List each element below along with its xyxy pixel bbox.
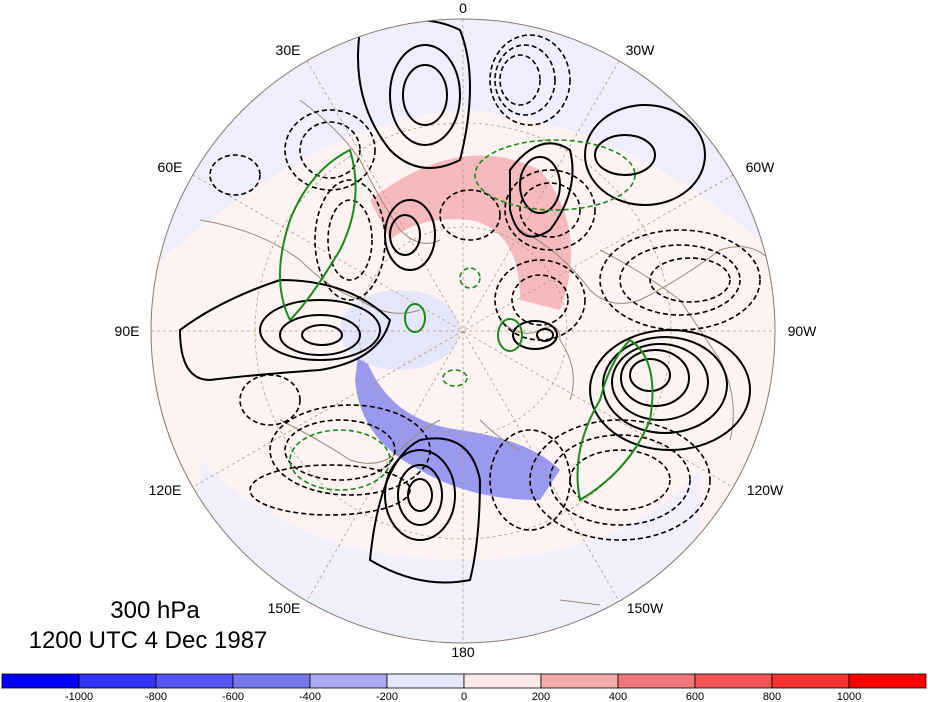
colorbar-box-5	[386, 673, 465, 689]
colorbar-tick-label: 600	[686, 691, 704, 702]
colorbar-tick-label: -200	[376, 691, 398, 702]
colorbar-tick-label: -400	[299, 691, 321, 702]
colorbar-box-4	[309, 673, 388, 689]
colorbar-box-1	[78, 673, 157, 689]
colorbar-box-2	[155, 673, 234, 689]
lon-label-90e: 90E	[115, 323, 140, 339]
colorbar-box-8	[617, 673, 696, 689]
colorbar-tick-label: -800	[145, 691, 167, 702]
map-boundary	[150, 18, 776, 644]
lon-label-120w: 120W	[747, 482, 784, 498]
colorbar-box-6	[463, 673, 542, 689]
colorbar-box-10	[771, 673, 850, 689]
negative-contours	[209, 34, 761, 541]
negative-anomaly-band	[355, 340, 560, 500]
colorbar-box-3	[232, 673, 311, 689]
lon-label-90w: 90W	[788, 323, 818, 339]
colorbar-box-11	[848, 673, 927, 689]
lon-label-120e: 120E	[149, 482, 182, 498]
title-level: 300 hPa	[110, 597, 200, 624]
colorbar-box-0	[1, 673, 80, 689]
colorbar-tick-label: 800	[763, 691, 781, 702]
lon-label-150w: 150W	[627, 600, 664, 616]
lon-label-60e: 60E	[158, 159, 183, 175]
colorbar-tick-label: -1000	[65, 691, 93, 702]
shaded-field	[151, 19, 775, 643]
lon-label-150e: 150E	[268, 600, 301, 616]
colorbar-tick-label: 200	[532, 691, 550, 702]
colorbar-tick-label: 1000	[837, 691, 861, 702]
lon-label-30e: 30E	[276, 42, 301, 58]
title-datetime: 1200 UTC 4 Dec 1987	[29, 627, 268, 654]
lon-label-0: 0	[459, 0, 467, 16]
positive-contours	[178, 19, 751, 584]
colorbar-box-7	[540, 673, 619, 689]
colorbar-tick-label: 0	[461, 691, 467, 702]
colorbar-box-9	[694, 673, 773, 689]
colorbar: -1000 -800 -600 -400 -200 0 200 400 600 800 1000	[1, 673, 927, 702]
green-contours	[279, 148, 654, 502]
green-dashed-contours	[289, 139, 636, 491]
lon-label-60w: 60W	[746, 159, 776, 175]
colorbar-tick-label: -600	[222, 691, 244, 702]
lon-label-180: 180	[451, 644, 475, 660]
lon-label-30w: 30W	[626, 42, 656, 58]
colorbar-tick-label: 400	[609, 691, 627, 702]
coastlines	[199, 99, 771, 606]
